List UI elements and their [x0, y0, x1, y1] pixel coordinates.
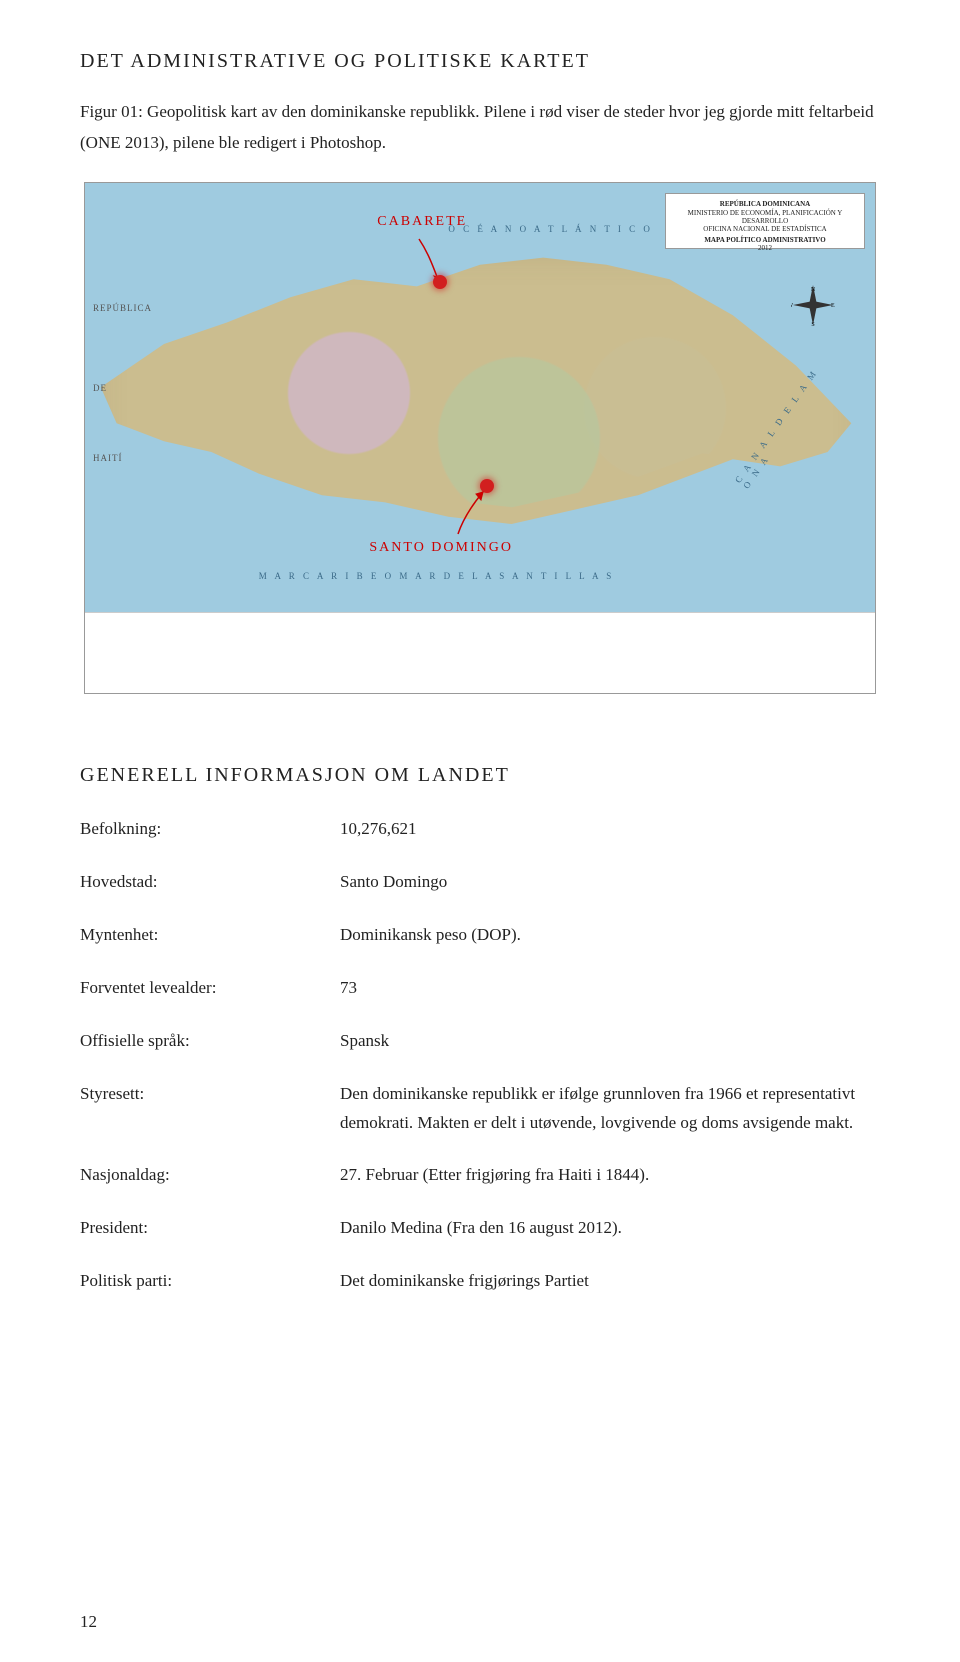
info-value: 27. Februar (Etter frigjøring fra Haiti …: [340, 1161, 880, 1190]
santo-domingo-arrow-icon: [448, 484, 498, 544]
haiti-label-2: DE: [93, 383, 107, 393]
info-label: Hovedstad:: [80, 868, 340, 897]
page-number: 12: [80, 1612, 97, 1632]
map-title-box: REPÚBLICA DOMINICANA MINISTERIO DE ECONO…: [665, 193, 865, 249]
map-footer-legend: [85, 612, 875, 693]
info-label: Myntenhet:: [80, 921, 340, 950]
map-title-line3: OFICINA NACIONAL DE ESTADÍSTICA: [666, 225, 864, 233]
info-row: Hovedstad: Santo Domingo: [80, 868, 880, 897]
info-row: Politisk parti: Det dominikanske frigjør…: [80, 1267, 880, 1296]
info-value: 73: [340, 974, 880, 1003]
compass-w: W: [791, 303, 793, 309]
info-row: Nasjonaldag: 27. Februar (Etter frigjøri…: [80, 1161, 880, 1190]
info-label: Befolkning:: [80, 815, 340, 844]
compass-e: E: [831, 303, 835, 309]
map-title-line2: MINISTERIO DE ECONOMÍA, PLANIFICACIÓN Y …: [666, 209, 864, 226]
info-label: Politisk parti:: [80, 1267, 340, 1296]
map-figure: REPÚBLICA DOMINICANA MINISTERIO DE ECONO…: [84, 182, 876, 694]
info-row: Myntenhet: Dominikansk peso (DOP).: [80, 921, 880, 950]
info-row: President: Danilo Medina (Fra den 16 aug…: [80, 1214, 880, 1243]
info-row: Offisielle språk: Spansk: [80, 1027, 880, 1056]
info-section: GENERELL INFORMASJON OM LANDET Befolknin…: [80, 764, 880, 1296]
map-title-main: MAPA POLÍTICO ADMINISTRATIVO: [666, 236, 864, 244]
sea-caribbean: M A R C A R I B E O M A R D E L A S A N …: [259, 571, 614, 581]
info-row: Forventet levealder: 73: [80, 974, 880, 1003]
section-1-heading: DET ADMINISTRATIVE OG POLITISKE KARTET: [80, 50, 880, 73]
sea-atlantic: O C É A N O A T L Á N T I C O: [448, 224, 653, 234]
haiti-label-1: REPÚBLICA: [93, 303, 152, 313]
cabarete-label: CABARETE: [377, 214, 467, 230]
info-label: Forventet levealder:: [80, 974, 340, 1003]
info-value: 10,276,621: [340, 815, 880, 844]
section-2-heading: GENERELL INFORMASJON OM LANDET: [80, 764, 880, 787]
info-label: Nasjonaldag:: [80, 1161, 340, 1190]
santo-domingo-label: SANTO DOMINGO: [369, 540, 513, 556]
info-value: Dominikansk peso (DOP).: [340, 921, 880, 950]
compass-n: N: [811, 287, 816, 293]
cabarete-dot-icon: [433, 275, 447, 289]
haiti-label-3: HAITÍ: [93, 453, 123, 463]
info-row: Befolkning: 10,276,621: [80, 815, 880, 844]
info-label: Offisielle språk:: [80, 1027, 340, 1056]
compass-s: S: [811, 322, 814, 327]
page: DET ADMINISTRATIVE OG POLITISKE KARTET F…: [0, 0, 960, 1662]
figure-caption: Figur 01: Geopolitisk kart av den domini…: [80, 97, 880, 158]
info-value: Spansk: [340, 1027, 880, 1056]
compass-icon: N E S W: [791, 283, 835, 327]
info-row: Styresett: Den dominikanske republikk er…: [80, 1080, 880, 1138]
info-value: Den dominikanske republikk er ifølge gru…: [340, 1080, 880, 1138]
info-value: Det dominikanske frigjørings Partiet: [340, 1267, 880, 1296]
info-value: Danilo Medina (Fra den 16 august 2012).: [340, 1214, 880, 1243]
info-label: President:: [80, 1214, 340, 1243]
info-label: Styresett:: [80, 1080, 340, 1138]
info-value: Santo Domingo: [340, 868, 880, 897]
map-title-year: 2012: [666, 244, 864, 252]
map-title-line1: REPÚBLICA DOMINICANA: [666, 200, 864, 208]
